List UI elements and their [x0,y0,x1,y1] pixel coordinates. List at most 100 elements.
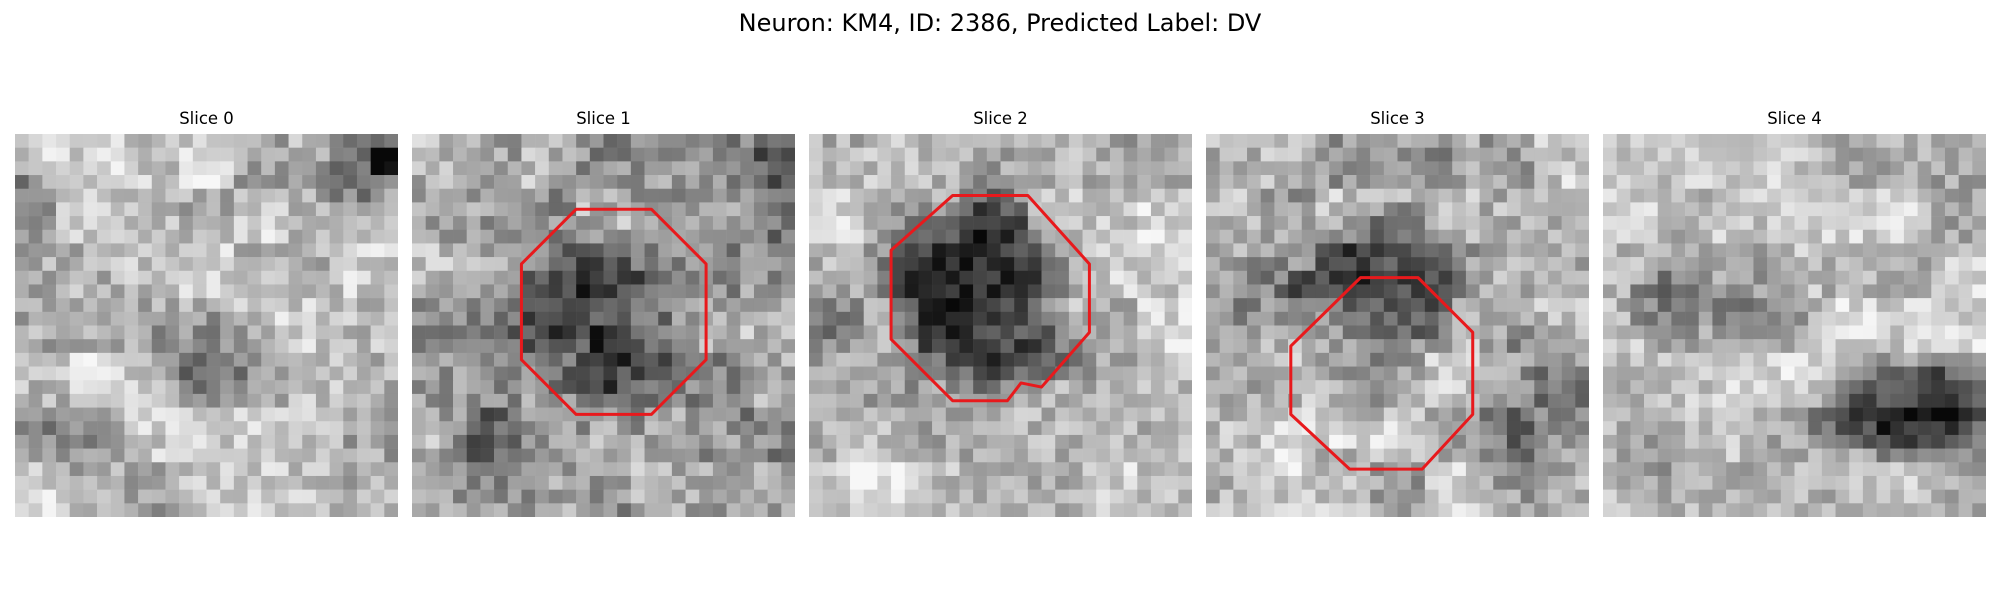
image-pixel [562,257,577,272]
image-pixel [1739,202,1754,217]
image-pixel [562,325,577,340]
image-pixel [1944,407,1959,422]
image-pixel [412,229,426,244]
image-pixel [1137,489,1152,504]
image-pixel [1958,475,1973,490]
image-pixel [507,270,522,285]
image-pixel [1835,243,1850,258]
image-pixel [1862,161,1877,176]
image-pixel [904,175,919,189]
image-pixel [1000,339,1015,354]
image-pixel [1712,434,1727,449]
image-pixel [165,339,180,354]
image-pixel [753,462,768,477]
image-pixel [850,489,864,504]
image-pixel [1438,147,1453,162]
image-pixel [1411,229,1426,244]
image-pixel [671,202,686,217]
image-pixel [945,352,960,367]
image-pixel [617,298,632,313]
image-pixel [1903,134,1918,148]
image-pixel [1438,257,1453,272]
image-pixel [973,325,988,340]
image-pixel [179,175,194,189]
image-pixel [1835,325,1850,340]
image-pixel [535,161,550,176]
image-pixel [288,161,303,176]
image-pixel [1315,216,1330,231]
image-pixel [1657,352,1672,367]
image-pixel [1644,257,1658,272]
image-pixel [1397,147,1412,162]
image-pixel [1096,147,1111,162]
image-pixel [1603,188,1617,203]
image-pixel [1493,147,1508,162]
image-pixel [1739,448,1754,463]
image-pixel [1808,339,1823,354]
image-pixel [535,147,550,162]
image-pixel [521,284,536,299]
image-pixel [891,311,906,326]
image-pixel [28,489,43,504]
image-pixel [1260,202,1275,217]
image-pixel [494,366,509,381]
image-pixel [1685,298,1700,313]
image-pixel [220,229,235,244]
image-pixel [343,325,358,340]
image-pixel [1356,257,1371,272]
image-pixel [288,311,303,326]
image-pixel [809,311,823,326]
image-pixel [1233,475,1248,490]
image-pixel [877,352,892,367]
image-pixel [1219,188,1234,203]
image-pixel [603,270,618,285]
image-pixel [1164,270,1179,285]
image-pixel [1301,475,1316,490]
image-pixel [1424,448,1439,463]
image-pixel [69,462,84,477]
image-pixel [753,503,768,517]
image-pixel [1862,339,1877,354]
image-pixel [1931,188,1946,203]
image-pixel [850,188,864,203]
image-pixel [56,161,70,176]
image-pixel [1712,489,1727,504]
image-pixel [630,188,645,203]
image-pixel [261,270,276,285]
image-pixel [288,407,303,422]
image-pixel [56,380,70,395]
image-pixel [1575,216,1589,231]
image-pixel [1890,311,1905,326]
image-pixel [1164,503,1179,517]
image-pixel [1041,175,1056,189]
image-pixel [1383,243,1398,258]
image-pixel [466,134,481,148]
image-pixel [1931,229,1946,244]
image-pixel [1603,475,1617,490]
image-pixel [1712,380,1727,395]
image-pixel [1931,434,1946,449]
image-pixel [1424,257,1439,272]
image-pixel [1301,339,1316,354]
image-pixel [1096,243,1111,258]
image-pixel [356,229,371,244]
image-pixel [56,229,70,244]
image-pixel [836,134,851,148]
image-pixel [1000,421,1015,436]
image-pixel [329,216,344,231]
image-pixel [1972,134,1986,148]
image-pixel [809,298,823,313]
image-pixel [1903,161,1918,176]
image-pixel [165,147,180,162]
image-pixel [712,270,727,285]
image-pixel [261,188,276,203]
image-pixel [370,270,385,285]
image-pixel [1383,448,1398,463]
image-pixel [1055,407,1070,422]
image-pixel [1685,489,1700,504]
image-pixel [206,448,221,463]
image-pixel [589,325,604,340]
image-pixel [233,462,248,477]
image-pixel [1014,161,1029,176]
image-pixel [959,352,974,367]
